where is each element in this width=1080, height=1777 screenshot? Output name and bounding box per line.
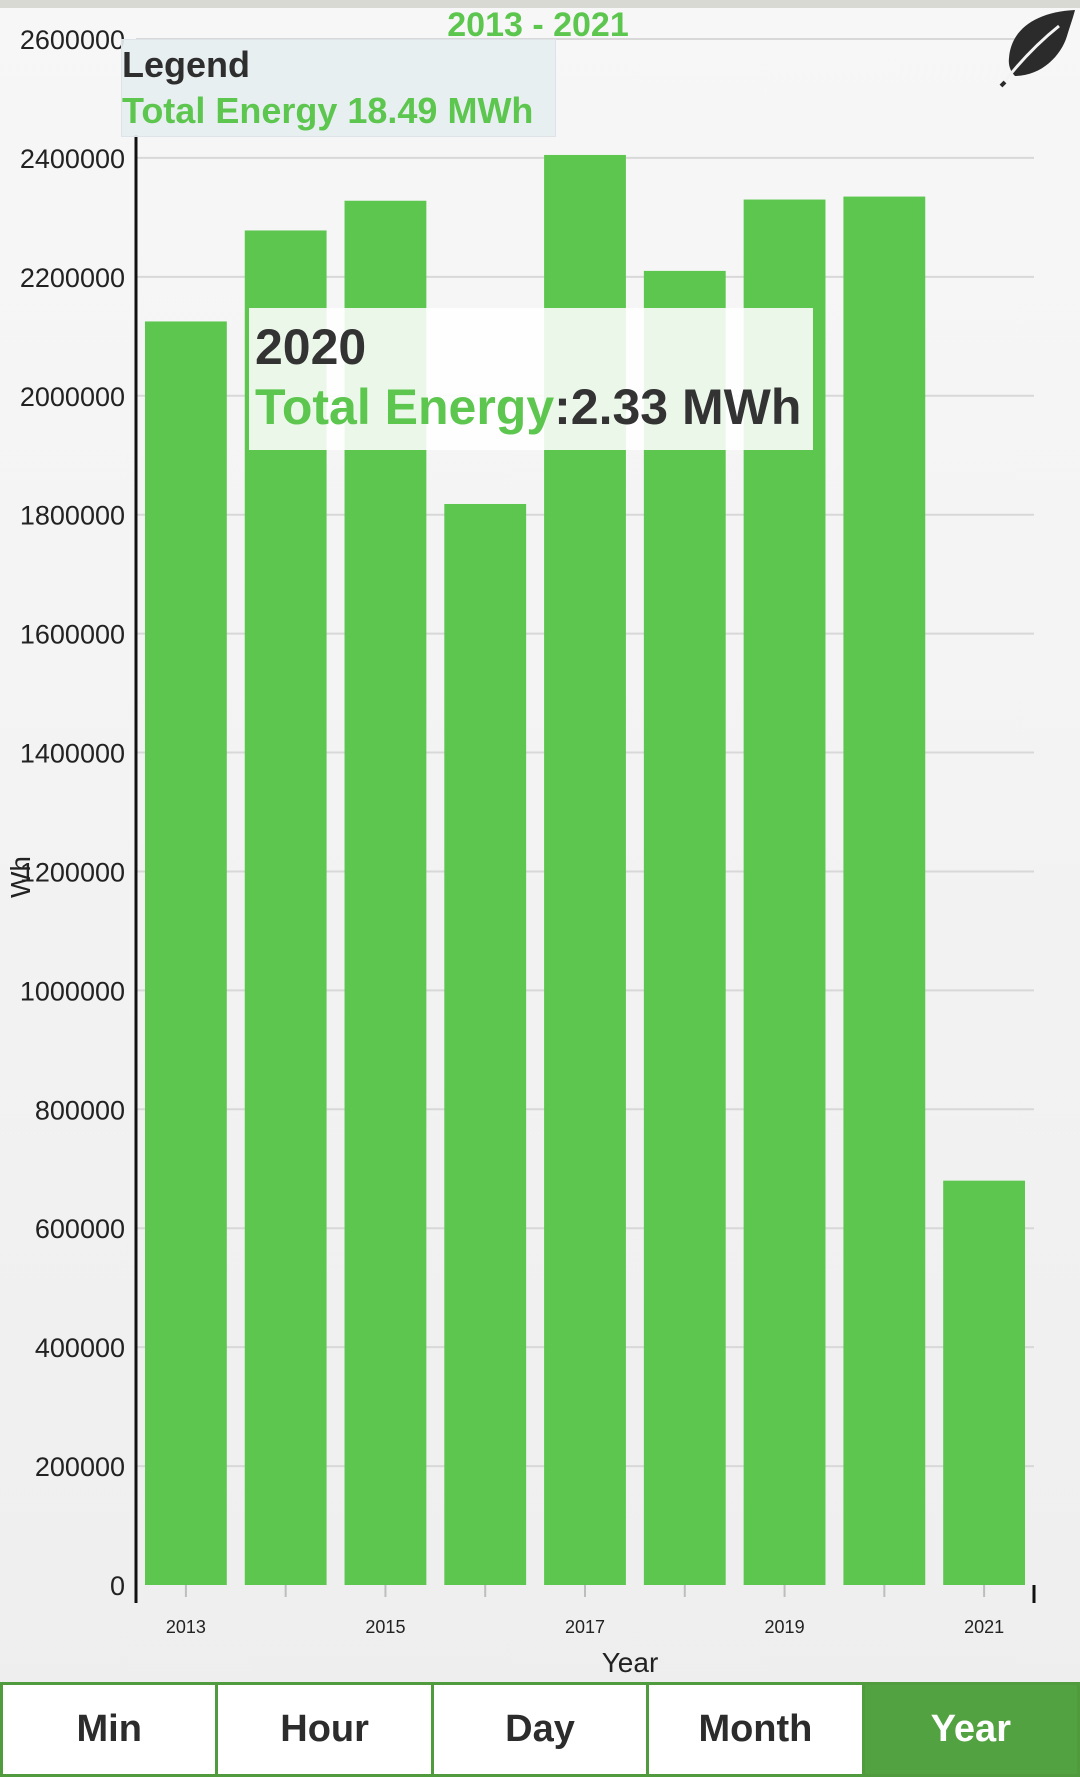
- y-tick-label: 1000000: [20, 976, 125, 1006]
- y-tick-label: 0: [110, 1571, 125, 1601]
- x-tick-label: 2021: [964, 1617, 1004, 1637]
- tooltip-total-energy: Total Energy:2.33 MWh: [255, 378, 801, 436]
- bar-2021[interactable]: [943, 1180, 1026, 1585]
- x-tick-label: 2015: [365, 1617, 405, 1637]
- bar-2018[interactable]: [643, 270, 726, 1585]
- bar-tooltip: 2020 Total Energy:2.33 MWh: [249, 308, 813, 450]
- tooltip-label: Total Energy: [255, 379, 555, 435]
- y-tick-label: 2400000: [20, 144, 125, 174]
- y-tick-label: 200000: [35, 1452, 125, 1482]
- y-tick-label: 2000000: [20, 382, 125, 412]
- x-tick-label: 2019: [765, 1617, 805, 1637]
- x-tick-label: 2017: [565, 1617, 605, 1637]
- y-tick-labels: 0 200000 400000 600000 800000 1000000 1200000 1…: [20, 25, 125, 1601]
- y-tick-label: 400000: [35, 1333, 125, 1363]
- tab-year[interactable]: Year: [861, 1685, 1080, 1777]
- tab-month[interactable]: Month: [646, 1685, 862, 1777]
- y-tick-label: 2600000: [20, 25, 125, 55]
- y-tick-label: 2200000: [20, 263, 125, 293]
- tab-min[interactable]: Min: [0, 1685, 216, 1777]
- bar-2014[interactable]: [244, 230, 327, 1585]
- leaf-icon[interactable]: [995, 6, 1079, 90]
- period-tab-bar: Min Hour Day Month Year: [0, 1682, 1080, 1777]
- y-tick-label: 1800000: [20, 501, 125, 531]
- tooltip-separator: :: [554, 379, 571, 435]
- bar-2013[interactable]: [144, 321, 227, 1585]
- x-axis-label: Year: [602, 1647, 659, 1678]
- y-tick-label: 1200000: [20, 857, 125, 887]
- legend-entry-total-energy: Total Energy 18.49 MWh: [122, 90, 534, 131]
- tab-hour[interactable]: Hour: [215, 1685, 431, 1777]
- x-tick-label: 2013: [166, 1617, 206, 1637]
- status-strip: [0, 0, 1080, 8]
- y-tick-label: 1400000: [20, 739, 125, 769]
- legend-title: Legend: [122, 44, 251, 85]
- tooltip-value: 2.33 MWh: [570, 379, 802, 435]
- bar-chart: 0 200000 400000 600000 800000 1000000 1200000 1…: [5, 6, 1036, 1678]
- x-tick-labels: 2013 2015 2017 2019 2021: [166, 1617, 1004, 1637]
- bar-2020[interactable]: [843, 196, 926, 1585]
- y-tick-label: 800000: [35, 1095, 125, 1125]
- bar-2016[interactable]: [444, 503, 527, 1585]
- tab-day[interactable]: Day: [430, 1685, 647, 1777]
- y-tick-label: 1600000: [20, 620, 125, 650]
- range-title: 2013 - 2021: [447, 6, 629, 44]
- bars[interactable]: [144, 154, 1026, 1586]
- y-axis-label: Wh: [5, 856, 36, 898]
- legend: Legend Total Energy 18.49 MWh: [121, 39, 556, 137]
- axes: [134, 135, 1036, 1603]
- tooltip-year: 2020: [255, 319, 367, 375]
- y-tick-label: 600000: [35, 1214, 125, 1244]
